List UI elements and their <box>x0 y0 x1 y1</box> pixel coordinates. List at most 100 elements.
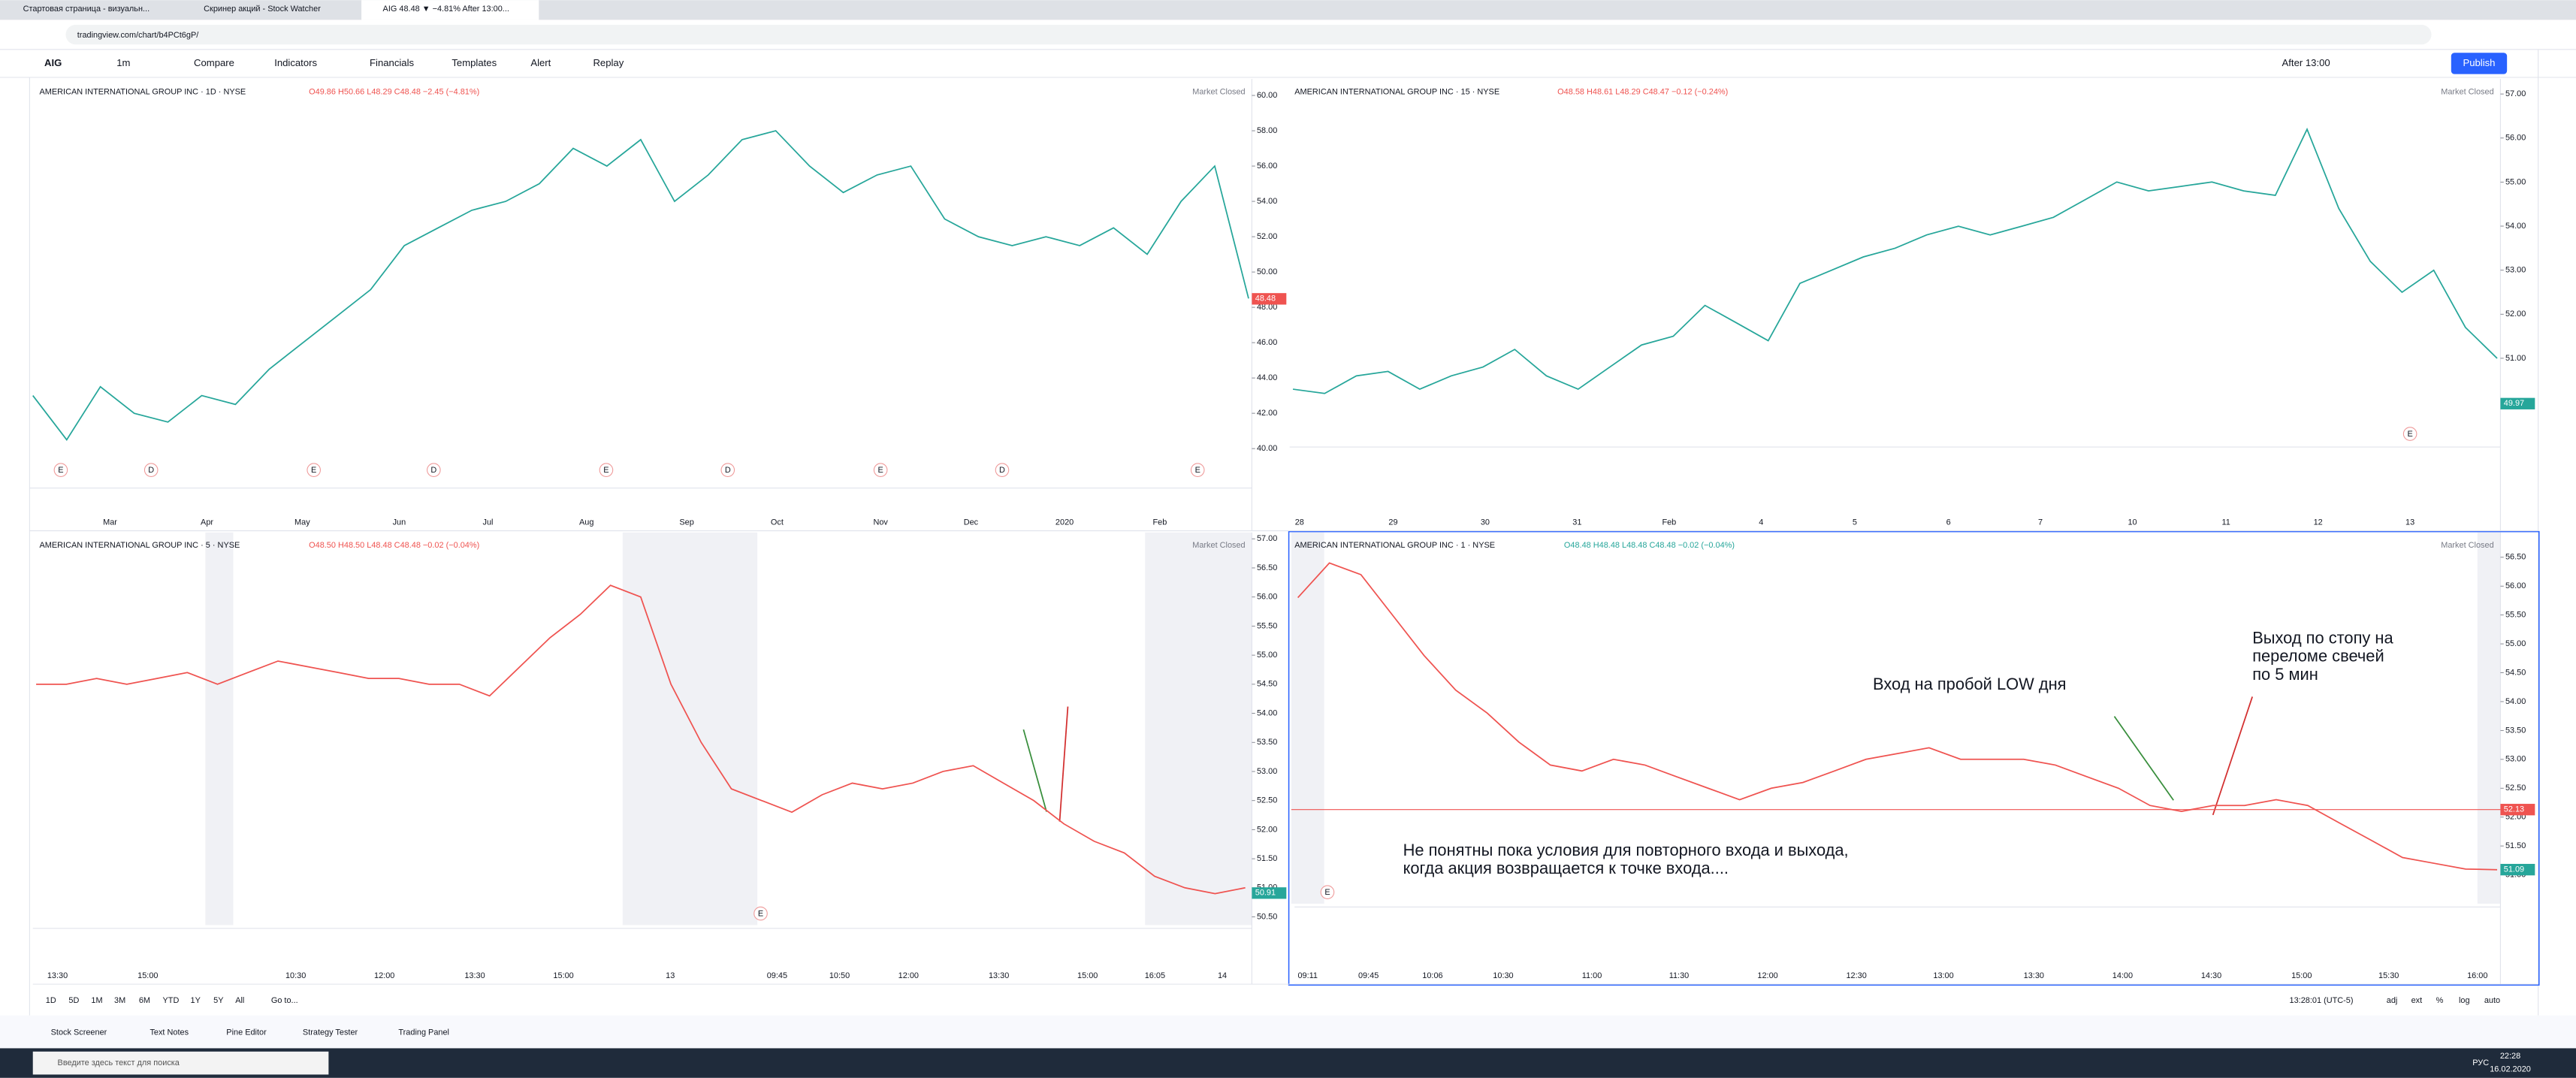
browser-tab[interactable]: Скринер акций - Stock Watcher <box>204 5 321 14</box>
price-tag <box>2500 804 2535 816</box>
x-tick-label: 10:30 <box>1493 971 1513 980</box>
scale-option[interactable]: auto <box>2484 996 2500 1005</box>
arrow <box>1022 729 1047 812</box>
annotation: Выход по стопу на <box>2252 629 2393 648</box>
event-marker[interactable] <box>1320 885 1335 899</box>
range-button[interactable]: 5D <box>68 996 79 1005</box>
toolbar-item[interactable]: Alert <box>530 57 551 68</box>
x-tick-label: 15:00 <box>137 971 158 980</box>
y-tick-label: 53.00 <box>2505 755 2526 764</box>
x-tick-label: 13 <box>2405 518 2414 527</box>
price-tag <box>1252 293 1287 305</box>
y-tick-label: 46.00 <box>1257 338 1277 347</box>
event-marker[interactable] <box>873 463 888 477</box>
panel-tab[interactable]: Strategy Tester <box>303 1028 358 1037</box>
panel-title: AMERICAN INTERNATIONAL GROUP INC · 1 · N… <box>1294 541 1495 550</box>
publish-button[interactable] <box>2451 53 2508 74</box>
browser-tab[interactable]: Стартовая страница - визуальн... <box>23 5 150 14</box>
ohlc: O49.86 H50.66 L48.29 C48.48 −2.45 (−4.81… <box>309 88 479 97</box>
x-tick-label: 29 <box>1388 518 1397 527</box>
browser-tab[interactable]: AIG 48.48 ▼ −4.81% After 13:00... <box>383 5 509 14</box>
range-button[interactable]: 1Y <box>191 996 201 1005</box>
range-button[interactable]: 1D <box>46 996 56 1005</box>
scale-option[interactable]: % <box>2436 996 2444 1005</box>
event-marker[interactable] <box>753 906 768 921</box>
toolbar-item[interactable]: Indicators <box>274 57 317 68</box>
event-marker[interactable] <box>1190 463 1205 477</box>
x-tick-label: 09:45 <box>767 971 787 980</box>
range-button[interactable]: YTD <box>163 996 180 1005</box>
annotation: переломе свечей <box>2252 647 2384 666</box>
range-button[interactable]: 3M <box>114 996 125 1005</box>
x-tick-label: 15:30 <box>2378 971 2399 980</box>
x-tick-label: 11:30 <box>1669 971 1690 980</box>
event-marker[interactable] <box>599 463 614 477</box>
scale-option[interactable]: adj <box>2387 996 2398 1005</box>
ohlc: O48.58 H48.61 L48.29 C48.47 −0.12 (−0.24… <box>1557 88 1728 97</box>
event-marker[interactable] <box>307 463 321 477</box>
event-label: D <box>725 466 731 475</box>
event-marker[interactable] <box>995 463 1010 477</box>
y-tick-label: 52.00 <box>1257 232 1277 241</box>
symbol[interactable]: AIG <box>44 57 62 68</box>
event-label: E <box>878 466 883 475</box>
panel-tab[interactable]: Pine Editor <box>226 1028 267 1037</box>
range-button[interactable]: 6M <box>139 996 150 1005</box>
price-tag-label: 48.48 <box>1255 294 1276 303</box>
toolbar-item[interactable]: Compare <box>194 57 234 68</box>
x-tick-label: 15:00 <box>553 971 573 980</box>
y-tick-label: 55.50 <box>2505 611 2526 620</box>
panel-tab[interactable]: Text Notes <box>149 1028 189 1037</box>
event-marker[interactable] <box>143 463 159 477</box>
x-tick-label: 13:00 <box>1933 971 1953 980</box>
url-field[interactable] <box>65 25 2432 45</box>
toolbar-item[interactable]: Financials <box>370 57 414 68</box>
publish[interactable]: Publish <box>2463 57 2495 68</box>
toolbar-item[interactable]: Replay <box>593 57 624 68</box>
event-marker[interactable] <box>720 463 735 477</box>
price-line <box>1297 562 2498 871</box>
y-tick-label: 40.00 <box>1257 444 1277 453</box>
taskbar-search[interactable] <box>32 1051 329 1075</box>
range-button[interactable]: 5Y <box>213 996 224 1005</box>
scale-option[interactable]: ext <box>2411 996 2423 1005</box>
goto[interactable]: Go to... <box>271 996 298 1005</box>
x-tick-label: 13:30 <box>47 971 68 980</box>
session[interactable]: After 13:00 <box>2282 57 2330 68</box>
range-button[interactable]: All <box>235 996 244 1005</box>
y-tick-label: 54.00 <box>2505 222 2526 231</box>
x-tick-label: 5 <box>1853 518 1857 527</box>
active-tab[interactable] <box>361 0 539 20</box>
interval[interactable]: 1m <box>116 57 130 68</box>
x-tick-label: 12:00 <box>898 971 919 980</box>
x-tick-label: 12:30 <box>1846 971 1866 980</box>
range-button[interactable]: 1M <box>91 996 102 1005</box>
taskbar-lang: РУС <box>2472 1058 2489 1067</box>
taskbar-search[interactable]: Введите здесь текст для поиска <box>58 1058 180 1067</box>
y-tick-label: 50.50 <box>1257 912 1277 921</box>
scale-option[interactable]: log <box>2459 996 2470 1005</box>
event-marker[interactable] <box>53 463 68 477</box>
x-tick-label: 28 <box>1295 518 1304 527</box>
x-tick-label: 11:00 <box>1582 971 1602 980</box>
price-tag-label: 49.97 <box>2504 399 2524 408</box>
event-marker[interactable] <box>427 463 441 477</box>
panel-tab[interactable]: Trading Panel <box>398 1028 449 1037</box>
toolbar-item[interactable]: Templates <box>451 57 497 68</box>
active-panel-frame <box>1288 530 2540 986</box>
event-label: E <box>2407 430 2412 439</box>
y-tick-label: 52.50 <box>1257 796 1277 805</box>
event-marker[interactable] <box>2402 427 2417 441</box>
y-tick-label: 52.00 <box>1257 825 1277 834</box>
panel-tab[interactable]: Stock Screener <box>51 1028 107 1037</box>
price-tag <box>2500 863 2535 876</box>
event-label: E <box>58 466 63 475</box>
event-label: D <box>999 466 1005 475</box>
y-tick-label: 55.00 <box>1257 651 1277 660</box>
arrow <box>2212 696 2254 816</box>
y-tick-label: 52.00 <box>2505 310 2526 319</box>
x-tick-label: Feb <box>1662 518 1676 527</box>
bottom-panel <box>0 1015 2576 1049</box>
y-tick-label: 60.00 <box>1257 91 1277 100</box>
